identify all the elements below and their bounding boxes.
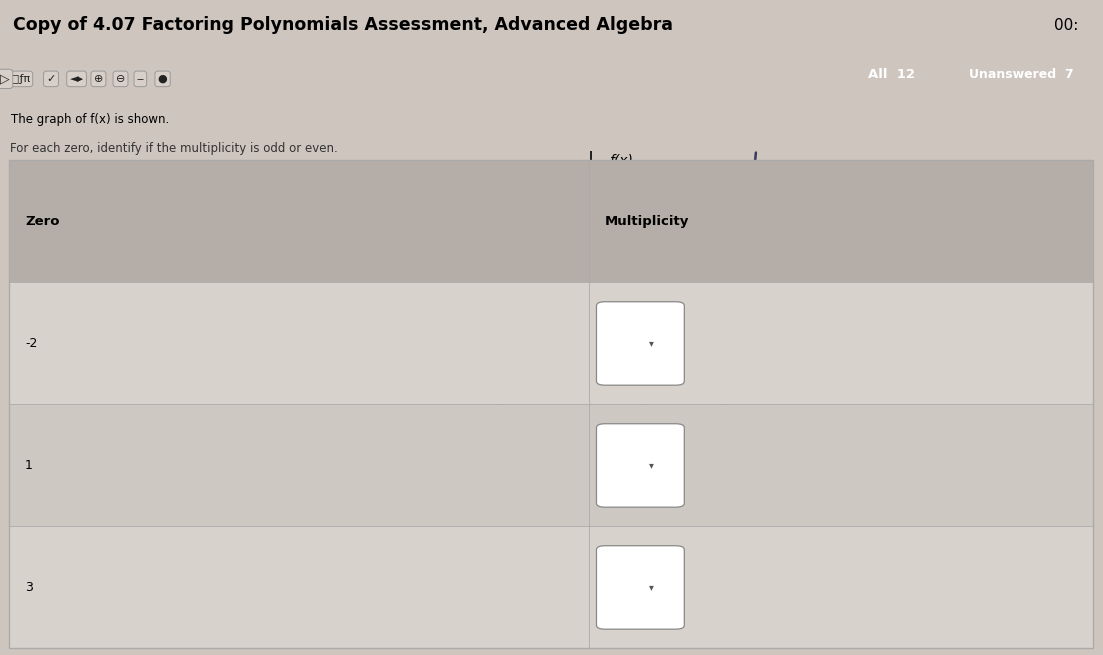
Text: ●: ● [158, 74, 168, 84]
Text: ◄▸: ◄▸ [69, 74, 84, 84]
FancyBboxPatch shape [9, 404, 589, 527]
Text: -2: -2 [494, 403, 507, 417]
Text: ▷: ▷ [0, 73, 10, 85]
Text: 4: 4 [769, 403, 777, 417]
FancyBboxPatch shape [589, 527, 1093, 648]
Text: ▾: ▾ [649, 582, 653, 593]
Text: ✓: ✓ [46, 74, 55, 84]
FancyBboxPatch shape [589, 282, 1093, 404]
FancyBboxPatch shape [9, 282, 589, 404]
Text: Copy of 4.07 Factoring Polynomials Assessment, Advanced Algebra: Copy of 4.07 Factoring Polynomials Asses… [13, 16, 673, 34]
FancyBboxPatch shape [597, 424, 684, 507]
FancyBboxPatch shape [589, 404, 1093, 527]
Text: ⊕: ⊕ [94, 74, 103, 84]
Text: 3: 3 [25, 581, 33, 594]
Text: 2: 2 [678, 403, 686, 417]
Text: 1: 1 [25, 459, 33, 472]
Text: x: x [825, 369, 833, 383]
Text: -4: -4 [404, 403, 416, 417]
Text: 00:: 00: [1054, 18, 1079, 33]
Text: □ƒπ: □ƒπ [9, 74, 30, 84]
Text: ▾: ▾ [649, 460, 653, 470]
FancyBboxPatch shape [597, 546, 684, 629]
Text: Unanswered  7: Unanswered 7 [968, 68, 1073, 81]
Text: All  12: All 12 [868, 68, 915, 81]
Text: f(x): f(x) [610, 153, 633, 167]
FancyBboxPatch shape [9, 160, 589, 282]
Text: ‒: ‒ [137, 74, 143, 84]
FancyBboxPatch shape [9, 527, 589, 648]
FancyBboxPatch shape [589, 160, 1093, 282]
Text: ▾: ▾ [649, 339, 653, 348]
Text: The graph of f(x) is shown.: The graph of f(x) is shown. [11, 113, 169, 126]
Text: For each zero, identify if the multiplicity is odd or even.: For each zero, identify if the multiplic… [10, 141, 338, 155]
FancyBboxPatch shape [597, 302, 684, 385]
Text: -2: -2 [25, 337, 38, 350]
Text: Zero: Zero [25, 215, 60, 228]
Text: ⊖: ⊖ [116, 74, 125, 84]
Text: Multiplicity: Multiplicity [606, 215, 689, 228]
